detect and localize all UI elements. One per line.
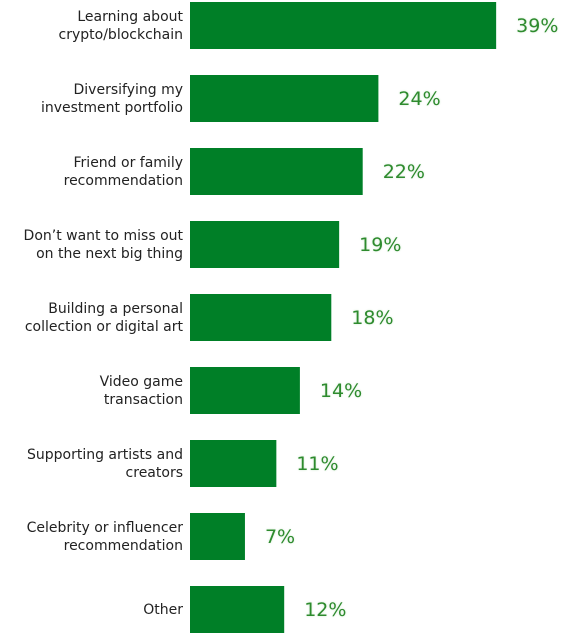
bar	[190, 367, 300, 414]
value-label: 12%	[304, 599, 346, 621]
value-label: 19%	[359, 234, 401, 256]
value-label: 24%	[398, 88, 440, 110]
category-label: Don’t want to miss out on the next big t…	[23, 227, 183, 262]
value-label: 14%	[320, 380, 362, 402]
bar	[190, 148, 363, 195]
category-label: Diversifying my investment portfolio	[40, 81, 183, 116]
category-label: Learning about crypto/blockchain	[58, 8, 183, 43]
value-label: 22%	[383, 161, 425, 183]
category-label: Video game transaction	[99, 373, 183, 408]
bar	[190, 440, 277, 487]
bar	[190, 586, 285, 633]
category-label: Supporting artists and creators	[26, 446, 183, 481]
category-label: Other	[143, 601, 183, 618]
value-label: 7%	[265, 526, 295, 548]
value-label: 11%	[296, 453, 338, 475]
bar	[190, 294, 332, 341]
bar	[190, 2, 497, 49]
category-label: Friend or family recommendation	[63, 154, 183, 189]
category-label: Building a personal collection or digita…	[24, 300, 183, 335]
bar	[190, 221, 340, 268]
value-label: 39%	[516, 15, 558, 37]
category-label: Celebrity or influencer recommendation	[26, 519, 183, 554]
bar	[190, 513, 245, 560]
bar	[190, 75, 379, 122]
value-label: 18%	[351, 307, 393, 329]
